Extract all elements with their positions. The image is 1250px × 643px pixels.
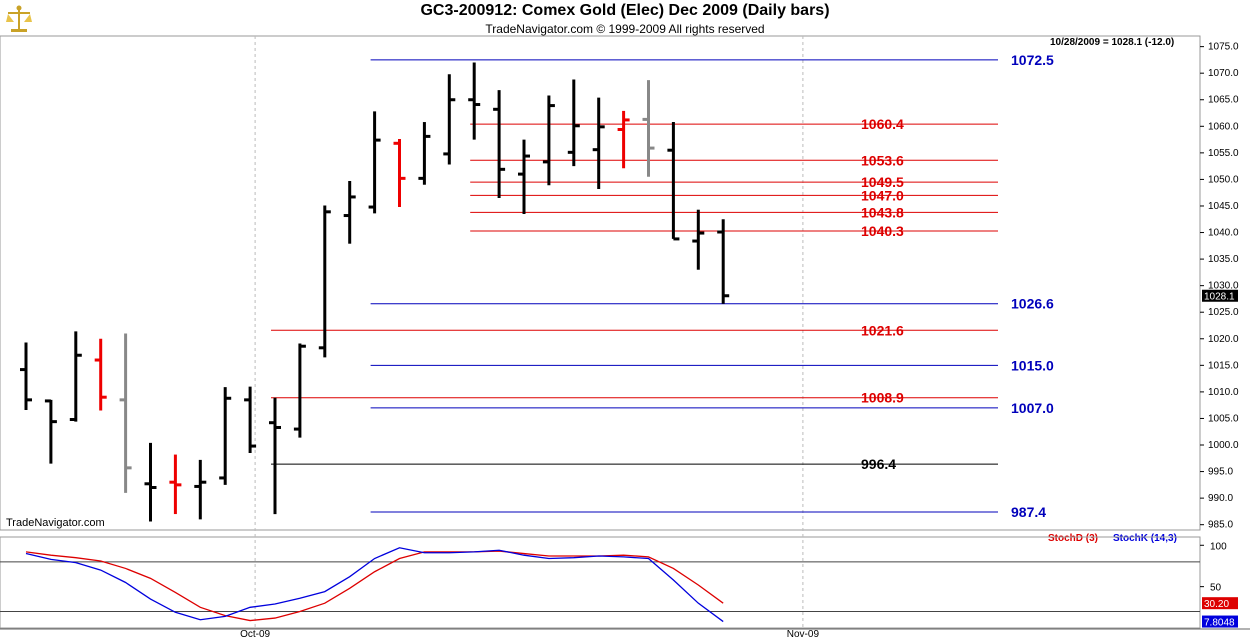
- stoch-last-label: 30.20: [1204, 599, 1229, 610]
- y-tick-label: 1050.0: [1208, 174, 1239, 185]
- level-label: 1007.0: [1011, 400, 1054, 416]
- y-tick-label: 1020.0: [1208, 334, 1239, 345]
- level-label: 1008.9: [861, 390, 904, 406]
- stoch-last-label: 7.8048: [1204, 618, 1235, 629]
- last-price-label: 1028.1: [1204, 292, 1235, 303]
- stoch-last-box: [1202, 615, 1238, 628]
- level-label: 1026.6: [1011, 296, 1054, 312]
- level-label: 1021.6: [861, 322, 904, 338]
- stochk-line: [25, 547, 724, 623]
- y-tick-label: 985.0: [1208, 520, 1233, 531]
- chart-title: GC3-200912: Comex Gold (Elec) Dec 2009 (…: [420, 2, 830, 19]
- x-tick-label: Nov-09: [787, 629, 820, 640]
- level-label: 1053.6: [861, 152, 904, 168]
- level-label: 1047.0: [861, 187, 904, 203]
- y-tick-label: 1015.0: [1208, 360, 1239, 371]
- y-tick-label: 1010.0: [1208, 387, 1239, 398]
- stoch-panel-frame: [0, 536, 1201, 629]
- watermark: TradeNavigator.com: [6, 517, 105, 529]
- y-tick-label: 1000.0: [1208, 440, 1239, 451]
- level-label: 1060.4: [861, 116, 904, 132]
- y-tick-label: 990.0: [1208, 493, 1233, 504]
- y-tick-label: 1030.0: [1208, 281, 1239, 292]
- y-tick-label: 1035.0: [1208, 254, 1239, 265]
- level-label: 1015.0: [1011, 357, 1054, 373]
- y-tick-label: 1055.0: [1208, 148, 1239, 159]
- level-label: 987.4: [1011, 504, 1046, 520]
- level-label: 1040.3: [861, 223, 904, 239]
- level-label: 1049.5: [861, 174, 904, 190]
- price-panel-frame: [0, 35, 1201, 531]
- chart-subtitle: TradeNavigator.com © 1999-2009 All right…: [485, 22, 765, 36]
- y-tick-label: 1065.0: [1208, 95, 1239, 106]
- gold-scale-icon: [6, 5, 32, 32]
- level-label: 1043.8: [861, 204, 904, 220]
- level-label: 1072.5: [1011, 52, 1054, 68]
- y-tick-label: 1060.0: [1208, 121, 1239, 132]
- y-tick-label: 1070.0: [1208, 68, 1239, 79]
- stochk-legend: StochK (14,3): [1113, 533, 1177, 544]
- price-readout: 10/28/2009 = 1028.1 (-12.0): [1050, 37, 1175, 48]
- last-price-box: [1202, 289, 1238, 302]
- stoch-last-box: [1202, 597, 1238, 610]
- y-tick-label: 995.0: [1208, 467, 1233, 478]
- level-label: 996.4: [861, 456, 896, 472]
- stochd-legend: StochD (3): [1048, 533, 1098, 544]
- y-tick-label: 1025.0: [1208, 307, 1239, 318]
- y-tick-label: 1075.0: [1208, 42, 1239, 53]
- stoch-y-tick-label: 100: [1210, 541, 1227, 552]
- y-tick-label: 1045.0: [1208, 201, 1239, 212]
- y-tick-label: 1005.0: [1208, 413, 1239, 424]
- y-tick-label: 1040.0: [1208, 228, 1239, 239]
- x-tick-label: Oct-09: [240, 629, 270, 640]
- stoch-y-tick-label: 50: [1210, 583, 1222, 594]
